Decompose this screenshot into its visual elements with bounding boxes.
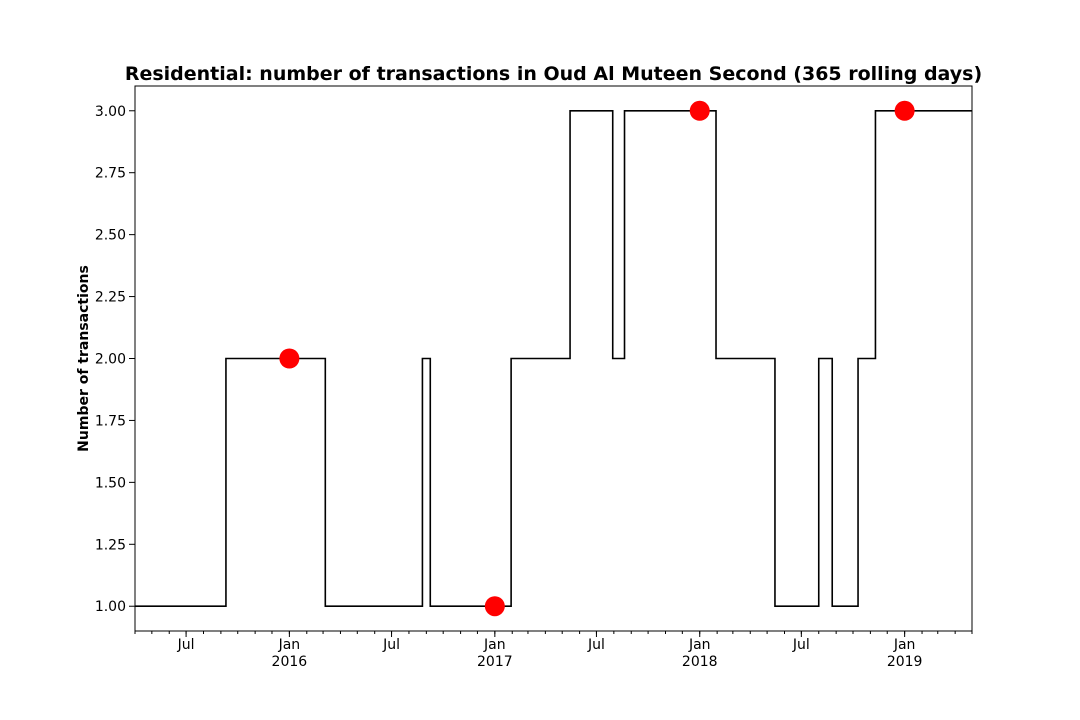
y-axis-label: Number of transactions	[76, 265, 92, 452]
x-tick-year-label: 2017	[477, 654, 513, 670]
x-tick-label: Jan	[483, 637, 506, 653]
y-tick-label: 2.75	[95, 166, 126, 182]
y-tick-label: 1.25	[95, 537, 126, 553]
highlight-marker	[689, 100, 710, 121]
x-tick-label: Jan	[278, 637, 301, 653]
y-tick-label: 2.50	[95, 228, 126, 244]
x-tick-year-label: 2019	[887, 654, 923, 670]
y-axis-ticks: 1.00 1.25 1.50 1.75 2.00 2.25 2.50 2.75 3.00	[95, 104, 135, 615]
x-tick-year-label: 2016	[272, 654, 308, 670]
transactions-step-line	[135, 109, 972, 608]
highlight-marker	[279, 348, 300, 369]
markers	[279, 100, 915, 617]
y-tick-label: 3.00	[95, 104, 126, 120]
x-tick-label: Jul	[587, 637, 605, 653]
series	[135, 109, 972, 608]
y-tick-label: 1.50	[95, 475, 126, 491]
y-tick-label: 1.75	[95, 413, 126, 429]
chart-title: Residential: number of transactions in O…	[125, 63, 982, 85]
y-tick-label: 2.25	[95, 290, 126, 306]
x-tick-year-label: 2018	[682, 654, 718, 670]
x-tick-label: Jul	[382, 637, 400, 653]
y-tick-label: 2.00	[95, 352, 126, 368]
x-tick-label: Jul	[792, 637, 810, 653]
highlight-marker	[484, 596, 505, 617]
x-tick-label: Jan	[893, 637, 916, 653]
x-tick-label: Jul	[177, 637, 195, 653]
y-tick-label: 1.00	[95, 599, 126, 615]
highlight-marker	[894, 100, 915, 121]
x-tick-label: Jan	[688, 637, 711, 653]
